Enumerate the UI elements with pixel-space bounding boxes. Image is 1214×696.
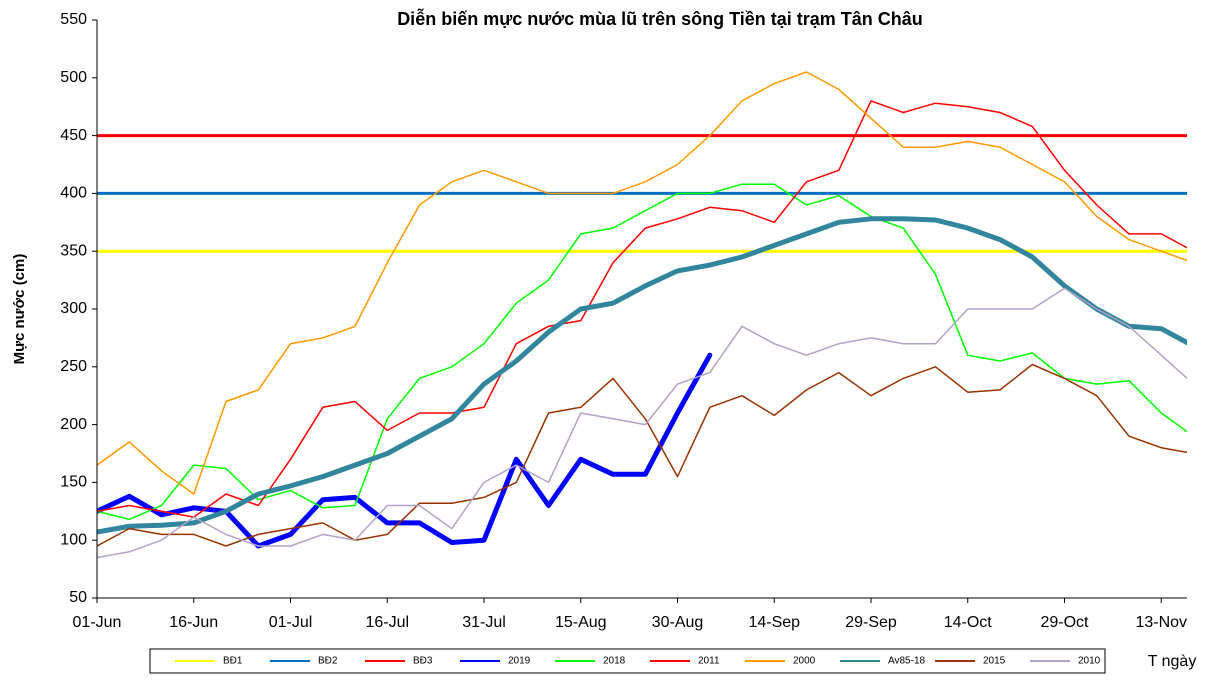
legend-label: Av85-18 [888, 656, 926, 667]
series-line [97, 216, 1187, 535]
x-tick-label: 01-Jun [73, 614, 122, 631]
legend-label: BĐ3 [413, 656, 433, 667]
y-tick-label: 250 [60, 358, 87, 375]
x-tick-label: 01-Jul [269, 614, 313, 631]
series-line [97, 363, 1187, 547]
series-line [97, 100, 1187, 518]
legend-label: 2018 [603, 656, 626, 667]
x-tick-label: 29-Oct [1040, 614, 1089, 631]
legend-label: 2000 [793, 656, 816, 667]
x-tick-label: 31-Jul [462, 614, 506, 631]
x-tick-label: 16-Jun [169, 614, 218, 631]
series-line [97, 183, 1187, 521]
legend-label: 2015 [983, 656, 1006, 667]
x-tick-label: 13-Nov [1135, 614, 1187, 631]
y-tick-label: 550 [60, 11, 87, 28]
legend-label: 2011 [698, 656, 720, 667]
y-tick-label: 300 [60, 300, 87, 317]
y-axis-label: Mực nước (cm) [11, 254, 28, 365]
y-tick-label: 50 [69, 589, 87, 606]
series-line [97, 287, 1187, 559]
series-line [97, 71, 1187, 495]
legend-label: 2010 [1078, 656, 1101, 667]
legend-label: 2019 [508, 656, 531, 667]
x-tick-label: 14-Sep [748, 614, 800, 631]
y-tick-label: 500 [60, 69, 87, 86]
y-tick-label: 200 [60, 416, 87, 433]
legend-label: BĐ2 [318, 656, 338, 667]
y-tick-label: 350 [60, 242, 87, 259]
x-axis-label: T ngày [1148, 653, 1197, 670]
y-tick-label: 450 [60, 127, 87, 144]
x-tick-label: 14-Oct [944, 614, 993, 631]
series-line [97, 352, 713, 549]
x-tick-label: 15-Aug [555, 614, 607, 631]
y-tick-label: 150 [60, 474, 87, 491]
x-tick-label: 29-Sep [845, 614, 897, 631]
legend-label: BĐ1 [223, 656, 243, 667]
chart-title: Diễn biến mực nước mùa lũ trên sông Tiền… [397, 8, 923, 29]
x-tick-label: 16-Jul [365, 614, 409, 631]
x-tick-label: 30-Aug [652, 614, 704, 631]
plot-area [97, 71, 1187, 559]
y-tick-label: 100 [60, 531, 87, 548]
y-tick-label: 400 [60, 185, 87, 202]
